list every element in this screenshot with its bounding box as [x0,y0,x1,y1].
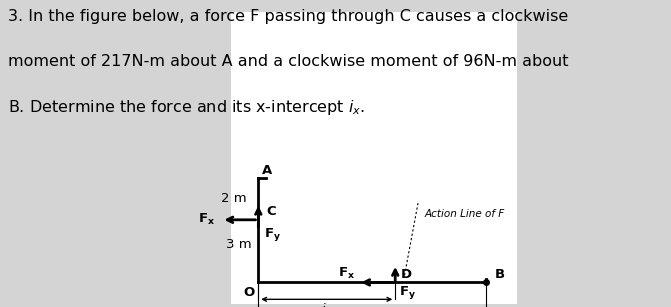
Text: C: C [266,205,276,218]
Text: B: B [495,268,505,281]
Bar [231,12,517,304]
Text: $\mathbf{F_x}$: $\mathbf{F_x}$ [198,212,215,227]
Text: $\mathbf{F_x}$: $\mathbf{F_x}$ [338,266,355,281]
Text: $\mathbf{F_y}$: $\mathbf{F_y}$ [264,226,280,243]
Text: B. Determine the force and its x-intercept $i_x$.: B. Determine the force and its x-interce… [8,98,365,117]
Text: $i_x$: $i_x$ [321,302,332,307]
Text: D: D [401,268,412,281]
Text: 3. In the figure below, a force F passing through C causes a clockwise: 3. In the figure below, a force F passin… [8,9,568,24]
Text: moment of 217N-m about A and a clockwise moment of 96N-m about: moment of 217N-m about A and a clockwise… [8,54,568,69]
Text: 2 m: 2 m [221,192,246,205]
Text: O: O [244,286,255,298]
Text: Action Line of F: Action Line of F [425,209,505,219]
Text: 3 m: 3 m [226,239,252,251]
Text: A: A [262,164,272,177]
Text: $\mathbf{F_y}$: $\mathbf{F_y}$ [399,284,415,301]
